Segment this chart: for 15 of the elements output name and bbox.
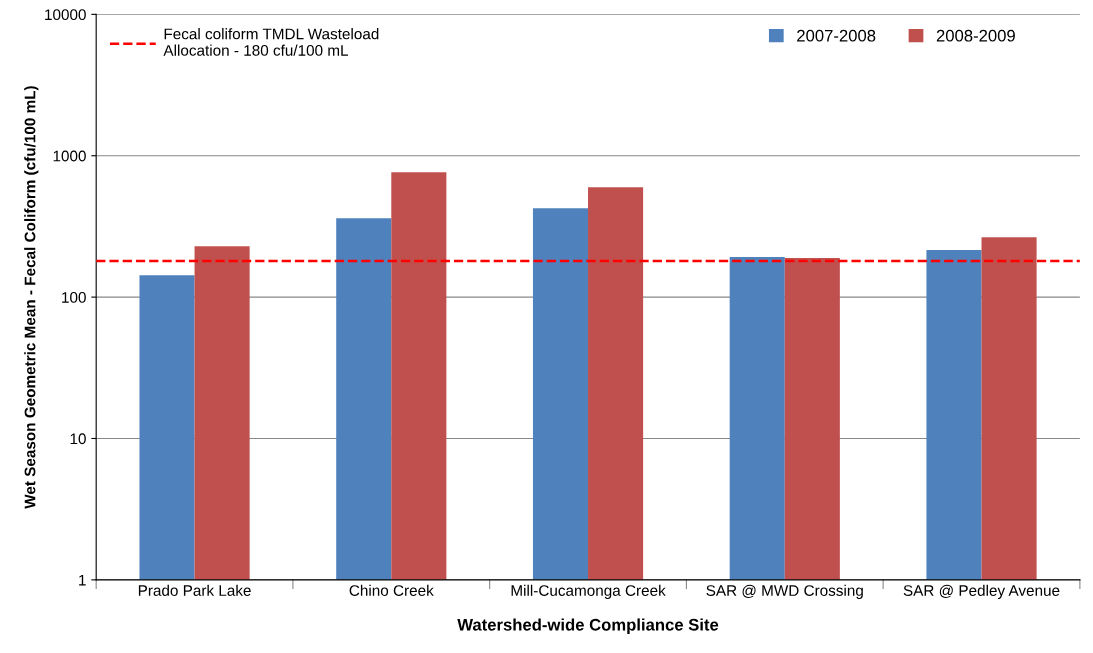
x-tick-label: Chino Creek xyxy=(349,584,434,596)
legend-label: 2007-2008 xyxy=(797,29,876,42)
y-tick-label: 10 xyxy=(70,433,86,445)
y-tick-label: 100 xyxy=(62,291,86,303)
x-tick-label: Prado Park Lake xyxy=(138,584,251,596)
x-tick-label: SAR @ Pedley Avenue xyxy=(903,584,1060,599)
x-tick-label: Mill-Cucamonga Creek xyxy=(511,584,666,599)
y-tick-label: 1 xyxy=(79,574,86,586)
y-axis-title: Wet Season Geometric Mean - Fecal Coliform (cfu/100 mL) xyxy=(24,86,39,509)
x-axis-title: Watershed-wide Compliance Site xyxy=(457,618,719,634)
legend-label: 2008-2009 xyxy=(936,29,1015,42)
y-tick-label: 10000 xyxy=(45,9,86,21)
x-tick-label: SAR @ MWD Crossing xyxy=(706,584,863,599)
y-tick-label: 1000 xyxy=(53,150,86,162)
legend-label: Fecal coliform TMDL Wasteload Allocation - 180 cfu/100 mL xyxy=(163,28,379,56)
